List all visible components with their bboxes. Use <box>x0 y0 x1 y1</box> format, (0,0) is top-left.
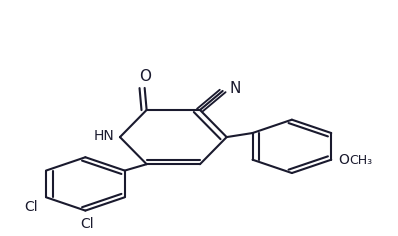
Text: CH₃: CH₃ <box>349 154 372 167</box>
Text: Cl: Cl <box>25 200 38 214</box>
Text: N: N <box>230 81 241 96</box>
Text: HN: HN <box>93 129 114 143</box>
Text: O: O <box>338 153 349 167</box>
Text: O: O <box>139 69 151 84</box>
Text: Cl: Cl <box>80 217 94 231</box>
